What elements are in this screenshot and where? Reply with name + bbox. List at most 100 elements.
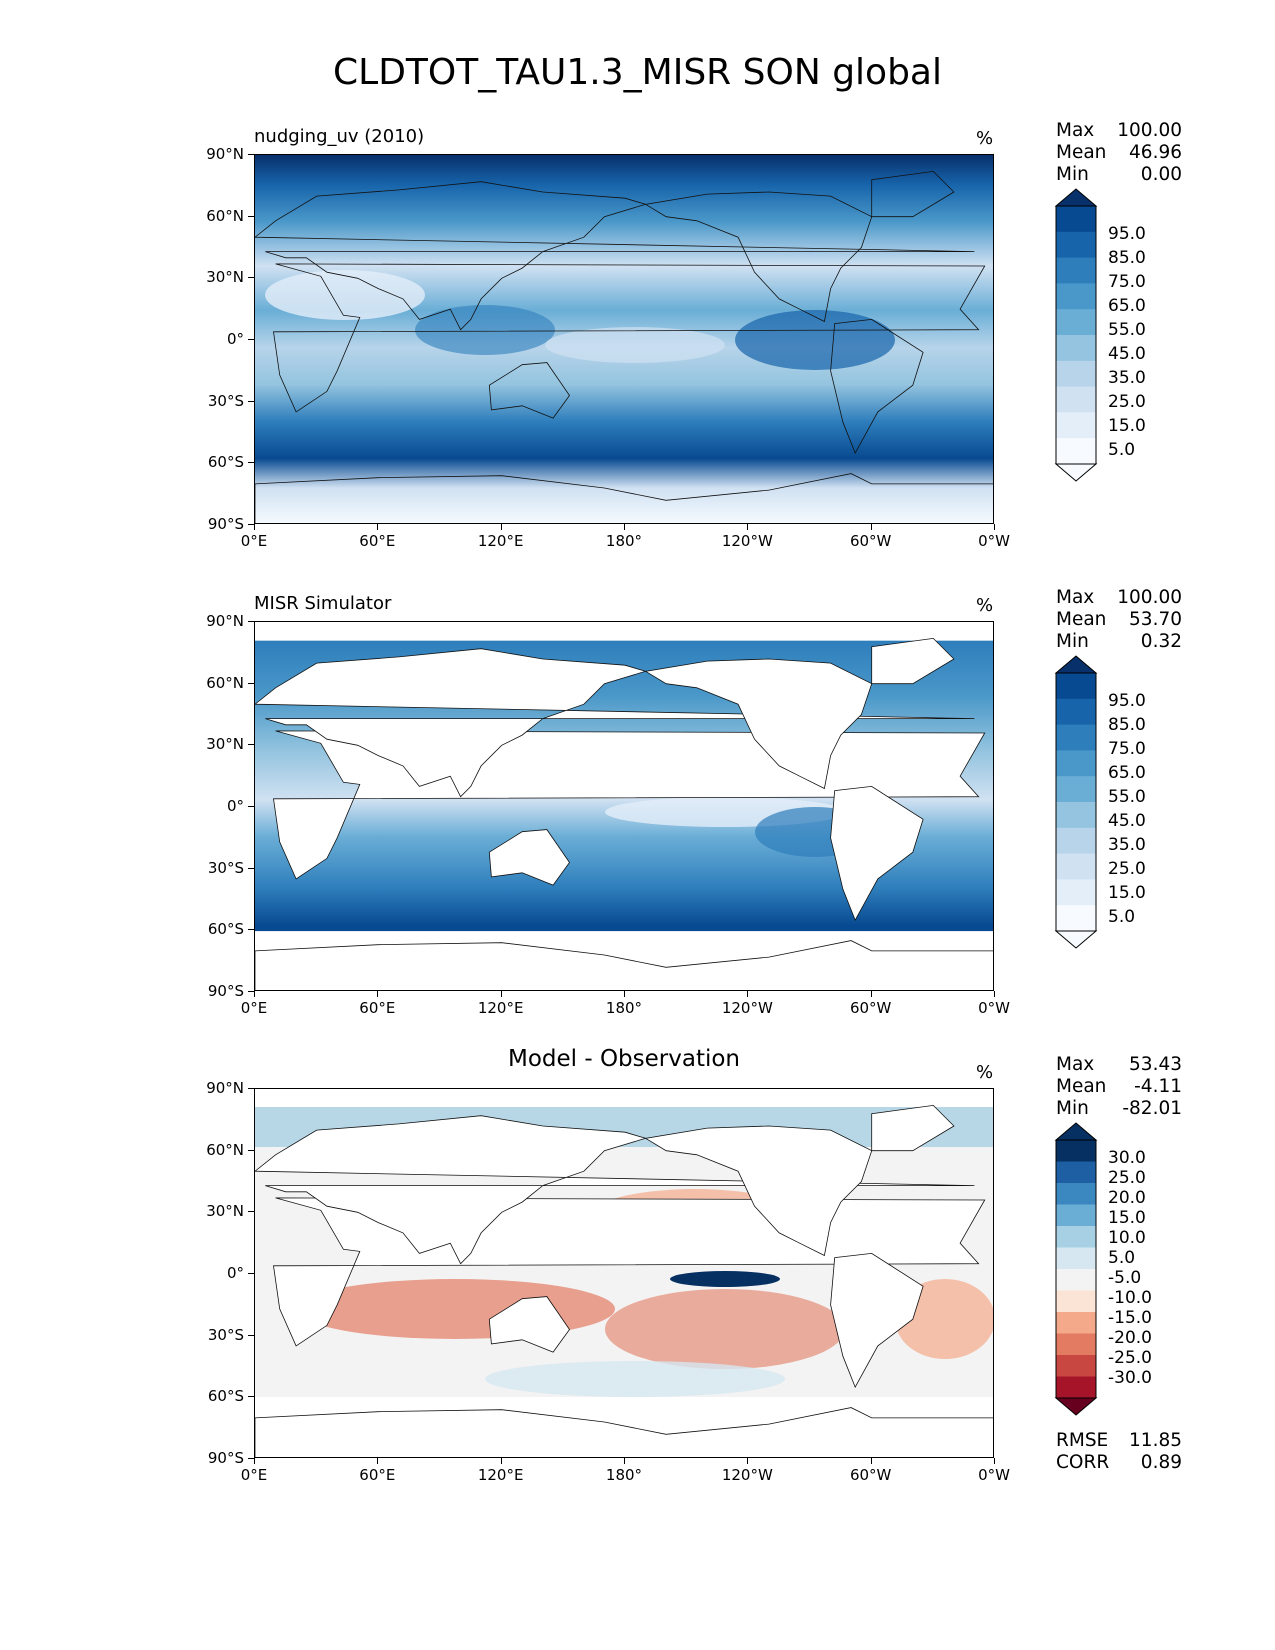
colorbar-segment xyxy=(1056,853,1096,880)
lat-tick xyxy=(248,215,254,217)
colorbar-extend-top xyxy=(1054,1122,1098,1141)
lon-label: 0°W xyxy=(978,532,1010,550)
panel-ref-title: MISR Simulator xyxy=(254,593,392,614)
colorbar-extend-top xyxy=(1054,655,1098,674)
panel-ref-stats: Max 100.00 Mean 53.70 Min 0.32 xyxy=(1056,587,1182,653)
lon-label: 180° xyxy=(605,1466,643,1484)
colorbar-segment xyxy=(1056,673,1096,700)
colorbar-ref xyxy=(1054,655,1098,949)
rmse-label: RMSE xyxy=(1056,1430,1109,1451)
lon-tick xyxy=(870,524,872,530)
lon-tick xyxy=(870,1458,872,1464)
lat-label: 30°N xyxy=(206,1202,244,1221)
lon-label: 60°E xyxy=(359,532,396,550)
rmse-value: 11.85 xyxy=(1129,1430,1182,1451)
colorbar-segment xyxy=(1056,1247,1096,1270)
colorbar-segment xyxy=(1056,257,1096,284)
lon-label: 120°W xyxy=(721,532,773,550)
cbar-label: -15.0 xyxy=(1108,1308,1152,1328)
coastline xyxy=(255,181,975,331)
panel-test-stats: Max 100.00 Mean 46.96 Min 0.00 xyxy=(1056,120,1182,186)
colorbar-extend-bottom xyxy=(1054,463,1098,482)
lon-tick xyxy=(377,524,379,530)
stat-mean: 46.96 xyxy=(1129,142,1182,163)
colorbar-segment xyxy=(1056,1226,1096,1249)
colorbar-segment xyxy=(1056,1290,1096,1313)
lat-label: 30°S xyxy=(207,858,244,877)
coastline xyxy=(644,191,873,323)
coastline xyxy=(644,1125,873,1257)
cbar-label: 85.0 xyxy=(1108,248,1146,268)
colorbar-segment xyxy=(1056,231,1096,259)
cbar-label: -30.0 xyxy=(1108,1368,1152,1388)
cbar-label: 45.0 xyxy=(1108,344,1146,364)
colorbar-segment xyxy=(1056,206,1096,233)
lon-label: 60°E xyxy=(359,999,396,1017)
lon-tick xyxy=(994,991,995,997)
lon-tick xyxy=(747,524,749,530)
coastline xyxy=(644,658,873,790)
lon-tick xyxy=(500,991,502,997)
lon-label: 120°W xyxy=(721,1466,773,1484)
lat-tick xyxy=(248,867,254,869)
lat-tick xyxy=(248,744,254,746)
lat-label: 30°S xyxy=(207,1325,244,1344)
lon-label: 0°E xyxy=(240,1466,268,1484)
colorbar-test xyxy=(1054,188,1098,482)
colorbar-segment xyxy=(1056,386,1096,413)
cbar-label: 10.0 xyxy=(1108,1228,1146,1248)
colorbar-segment xyxy=(1056,1161,1096,1184)
stat-min: 0.32 xyxy=(1140,631,1182,652)
lat-label: 60°N xyxy=(206,673,244,692)
lon-tick xyxy=(994,1458,995,1464)
figure-title: CLDTOT_TAU1.3_MISR SON global xyxy=(333,52,942,93)
stat-max: 100.00 xyxy=(1117,587,1182,608)
colorbar-segment xyxy=(1056,879,1096,906)
lat-tick xyxy=(248,806,254,807)
lon-tick xyxy=(254,991,255,997)
lat-tick xyxy=(248,462,254,464)
cbar-label: 85.0 xyxy=(1108,715,1146,735)
lon-tick xyxy=(500,524,502,530)
coastline xyxy=(488,829,570,886)
stat-max: 53.43 xyxy=(1129,1054,1182,1075)
stat-mean-label: Mean xyxy=(1056,1076,1107,1097)
lat-label: 60°S xyxy=(207,453,244,472)
cbar-label: 20.0 xyxy=(1108,1188,1146,1208)
lon-tick xyxy=(254,1458,255,1464)
cbar-label: -20.0 xyxy=(1108,1328,1152,1348)
colorbar-extend-top xyxy=(1054,188,1098,207)
lat-label: 90°N xyxy=(206,612,244,630)
lon-tick xyxy=(377,991,379,997)
lat-label: 30°N xyxy=(206,268,244,287)
cbar-label: 5.0 xyxy=(1108,440,1136,460)
coastline xyxy=(488,1296,570,1353)
colorbar-segment xyxy=(1056,1183,1096,1206)
coastline xyxy=(255,648,975,798)
colorbar-frame xyxy=(1055,672,1097,932)
cbar-label: 15.0 xyxy=(1108,883,1146,903)
colorbar-segment xyxy=(1056,827,1096,855)
stat-mean-label: Mean xyxy=(1056,609,1107,630)
corr-value: 0.89 xyxy=(1140,1452,1182,1473)
lat-tick xyxy=(248,1088,254,1089)
lat-tick xyxy=(248,1334,254,1336)
coastline xyxy=(830,1252,924,1389)
lat-label: 60°N xyxy=(206,206,244,225)
lat-tick xyxy=(248,1396,254,1398)
stat-min: 0.00 xyxy=(1140,164,1182,185)
cbar-label: 25.0 xyxy=(1108,392,1146,412)
coastline xyxy=(255,1407,993,1457)
lat-label: 90°S xyxy=(207,515,244,533)
map-test-field xyxy=(255,155,993,523)
stat-min-label: Min xyxy=(1056,631,1089,652)
lat-label: 60°S xyxy=(207,920,244,939)
cbar-label: 55.0 xyxy=(1108,787,1146,807)
lat-label: 60°S xyxy=(207,1387,244,1406)
colorbar-segment xyxy=(1056,1204,1096,1227)
lat-tick xyxy=(248,277,254,279)
colorbar-segment xyxy=(1056,360,1096,388)
lat-tick xyxy=(248,1211,254,1213)
coastline xyxy=(871,1104,955,1152)
lat-label: 90°S xyxy=(207,982,244,1000)
